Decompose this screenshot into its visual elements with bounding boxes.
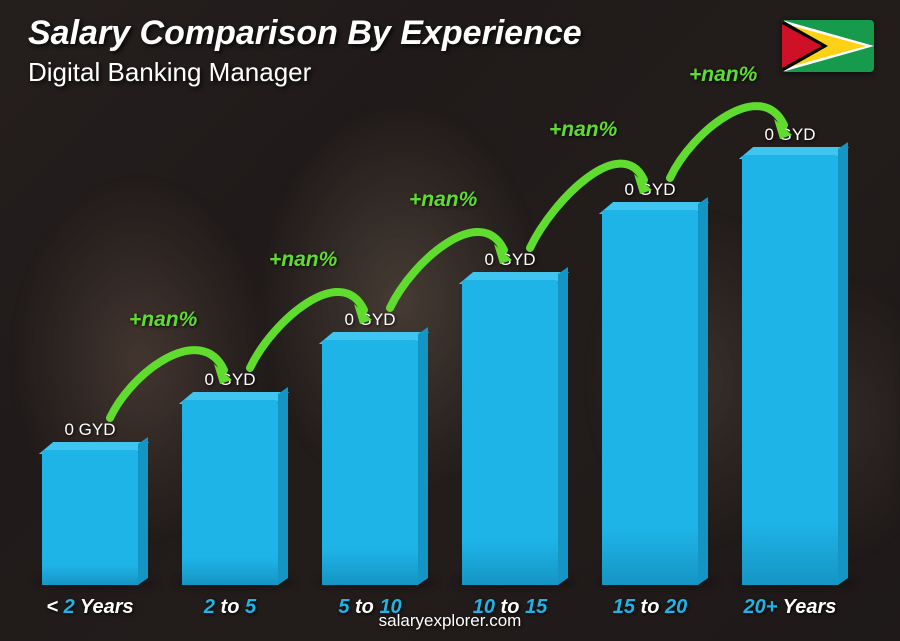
bar: [602, 210, 698, 585]
bar-column: 0 GYD2 to 5: [170, 370, 290, 585]
chart-subtitle: Digital Banking Manager: [28, 57, 582, 88]
chart-title: Salary Comparison By Experience: [28, 14, 582, 53]
percent-change-label: +nan%: [549, 118, 617, 142]
percent-change-label: +nan%: [409, 188, 477, 212]
bar: [42, 450, 138, 585]
bar-value-label: 0 GYD: [624, 180, 675, 200]
header: Salary Comparison By Experience Digital …: [28, 14, 582, 88]
percent-change-label: +nan%: [129, 308, 197, 332]
bar-value-label: 0 GYD: [204, 370, 255, 390]
footer-attribution: salaryexplorer.com: [0, 611, 900, 631]
bar-column: 0 GYD20+ Years: [730, 125, 850, 585]
bar-value-label: 0 GYD: [344, 310, 395, 330]
country-flag-guyana: [782, 20, 874, 72]
bar-chart: 0 GYD< 2 Years0 GYD2 to 50 GYD5 to 100 G…: [30, 85, 850, 585]
bar-value-label: 0 GYD: [484, 250, 535, 270]
bar-column: 0 GYD15 to 20: [590, 180, 710, 585]
percent-change-label: +nan%: [689, 63, 757, 87]
percent-change-label: +nan%: [269, 248, 337, 272]
bar: [742, 155, 838, 585]
bar-column: 0 GYD< 2 Years: [30, 420, 150, 585]
bar-value-label: 0 GYD: [764, 125, 815, 145]
bar-column: 0 GYD5 to 10: [310, 310, 430, 585]
bar: [462, 280, 558, 585]
bar: [182, 400, 278, 585]
bar-column: 0 GYD10 to 15: [450, 250, 570, 585]
bar: [322, 340, 418, 585]
bar-value-label: 0 GYD: [64, 420, 115, 440]
